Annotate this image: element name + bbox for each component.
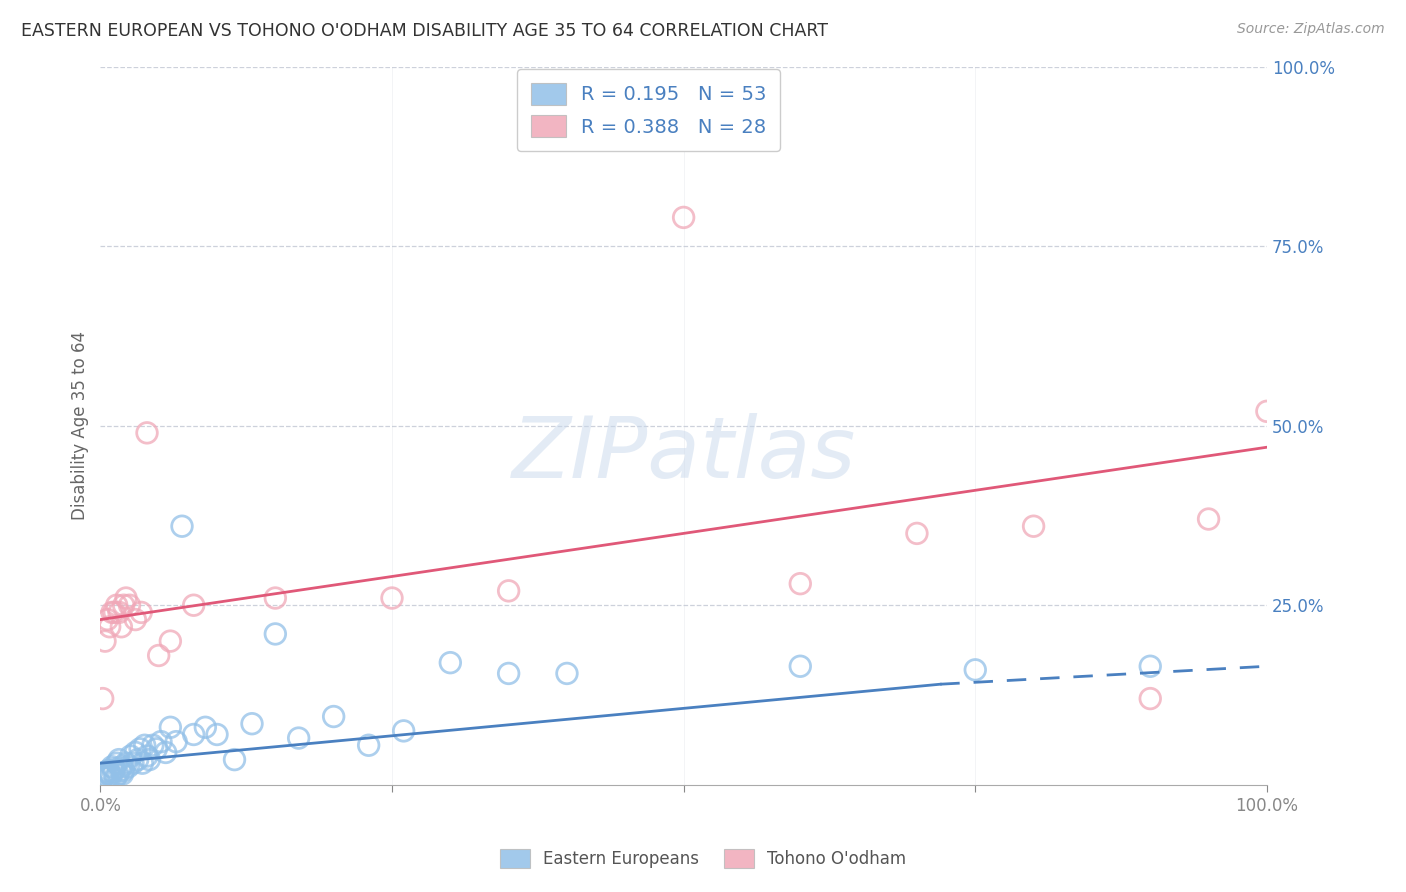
Point [138,753,160,767]
Point [108,606,131,620]
Point [101,760,124,774]
Point [159,720,181,734]
Point [145,742,167,756]
Point [112,598,135,612]
Point [357,738,380,752]
Point [91,771,114,785]
Point [96,764,118,779]
Point [98,767,121,781]
Point [392,723,415,738]
Point [103,764,125,779]
Point [1256,404,1278,418]
Point [965,663,987,677]
Point [905,526,928,541]
Point [94,767,117,781]
Point [91,691,114,706]
Point [498,583,520,598]
Point [118,598,141,612]
Point [381,591,404,605]
Point [134,738,156,752]
Point [101,606,124,620]
Point [159,634,181,648]
Point [789,659,811,673]
Point [205,727,228,741]
Point [115,591,138,605]
Legend: R = 0.195   N = 53, R = 0.388   N = 28: R = 0.195 N = 53, R = 0.388 N = 28 [517,70,780,151]
Point [108,753,131,767]
Point [148,648,170,663]
Point [136,425,159,440]
Point [104,771,127,785]
Legend: Eastern Europeans, Tohono O'odham: Eastern Europeans, Tohono O'odham [494,842,912,875]
Point [124,613,146,627]
Point [789,576,811,591]
Point [107,767,129,781]
Point [129,606,152,620]
Point [264,591,287,605]
Point [555,666,578,681]
Point [96,613,118,627]
Point [1022,519,1045,533]
Point [117,760,139,774]
Point [97,764,120,778]
Point [498,666,520,681]
Point [115,756,138,771]
Point [136,749,159,764]
Point [1198,512,1220,526]
Point [183,727,205,741]
Point [170,519,193,533]
Point [93,769,115,783]
Point [105,598,128,612]
Text: EASTERN EUROPEAN VS TOHONO O'ODHAM DISABILITY AGE 35 TO 64 CORRELATION CHART: EASTERN EUROPEAN VS TOHONO O'ODHAM DISAB… [21,22,828,40]
Point [120,749,142,764]
Point [100,769,122,783]
Point [183,598,205,612]
Point [122,756,145,771]
Point [142,738,165,752]
Point [110,760,132,774]
Point [264,627,287,641]
Point [322,709,344,723]
Point [105,756,128,771]
Point [131,756,153,771]
Point [439,656,461,670]
Point [111,767,134,781]
Point [155,746,177,760]
Point [96,771,118,785]
Point [103,606,125,620]
Text: ZIPatlas: ZIPatlas [512,413,856,496]
Point [108,764,131,778]
Point [150,734,173,748]
Point [110,620,132,634]
Point [112,764,135,778]
Point [98,620,121,634]
Point [94,634,117,648]
Point [287,731,309,745]
Point [1139,691,1161,706]
Point [124,746,146,760]
Text: Source: ZipAtlas.com: Source: ZipAtlas.com [1237,22,1385,37]
Point [103,762,125,776]
Point [127,753,149,767]
Point [1139,659,1161,673]
Point [165,734,187,748]
Point [240,716,263,731]
Point [224,753,246,767]
Point [194,720,217,734]
Y-axis label: Disability Age 35 to 64: Disability Age 35 to 64 [72,331,89,520]
Point [672,211,695,225]
Point [129,742,152,756]
